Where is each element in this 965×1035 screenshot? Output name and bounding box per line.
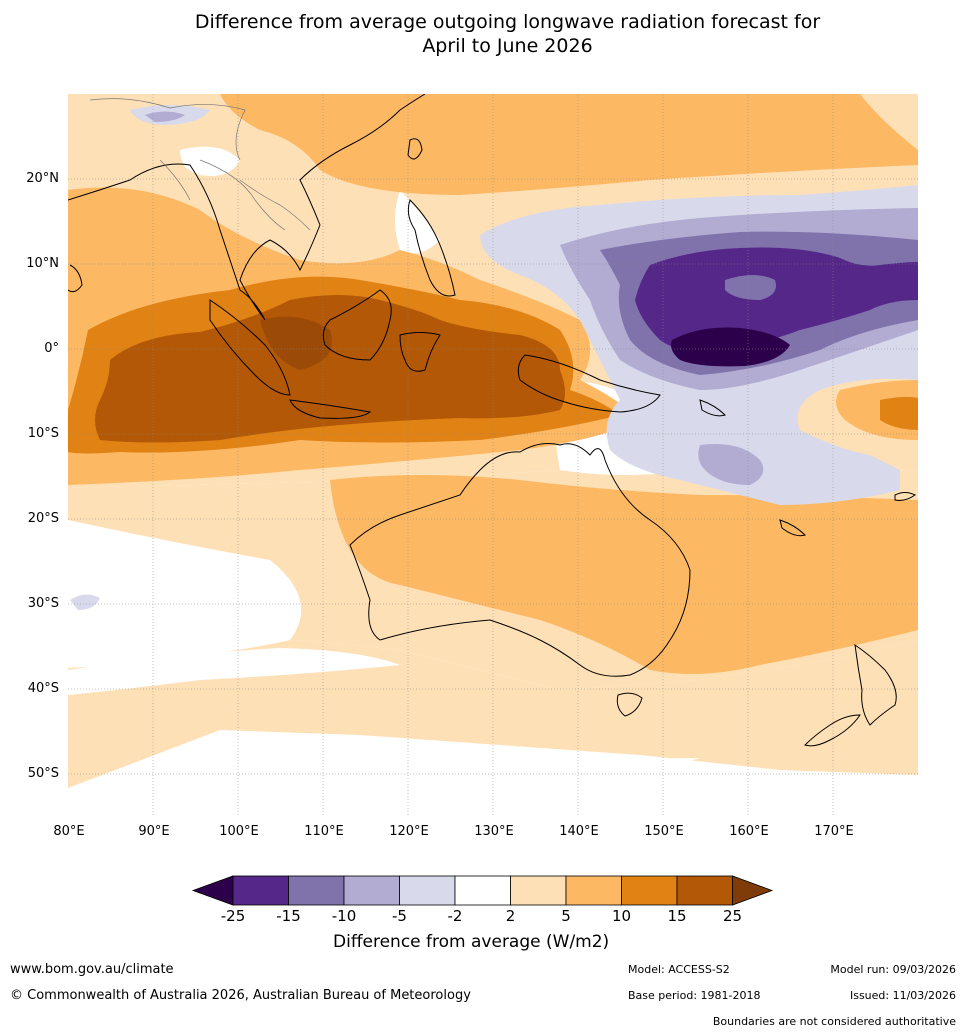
colorbar-segment-6 xyxy=(510,875,567,906)
anomaly-neutral-region xyxy=(68,146,700,800)
colorbar-tick: -15 xyxy=(276,907,301,925)
lon-label-80e: 80°E xyxy=(53,824,85,839)
java-coastline xyxy=(289,399,372,419)
sumatra-coastline xyxy=(209,299,291,396)
model-run-text: Model run: 09/03/2026 xyxy=(830,963,956,976)
sri-lanka-coastline xyxy=(68,264,83,293)
colorbar-segment-4 xyxy=(399,875,456,906)
anomaly-above-25-region xyxy=(260,316,332,370)
colorbar-segment-9 xyxy=(676,875,733,906)
colorbar-tick: -10 xyxy=(331,907,357,925)
colorbar-tick: 15 xyxy=(667,907,687,925)
colorbar-segment-2 xyxy=(288,875,345,906)
website-link[interactable]: www.bom.gov.au/climate xyxy=(10,962,174,977)
australia-coastline xyxy=(349,443,691,677)
chart-title-line-2: April to June 2026 xyxy=(422,35,593,57)
lat-label-20s: 20°S xyxy=(27,511,59,526)
tasmania-coastline xyxy=(616,692,643,717)
sulawesi-coastline xyxy=(399,332,441,372)
lat-label-10n: 10°N xyxy=(26,256,59,271)
lon-label-160e: 160°E xyxy=(729,824,769,839)
chart-title: Difference from average outgoing longwav… xyxy=(0,10,965,58)
colorbar-segment-1 xyxy=(232,875,289,906)
taiwan-coastline xyxy=(407,138,423,160)
lon-label-90e: 90°E xyxy=(138,824,170,839)
lon-label-130e: 130°E xyxy=(474,824,514,839)
lat-label-0: 0° xyxy=(44,341,59,356)
base-period-text: Base period: 1981-2018 xyxy=(628,989,761,1002)
colorbar xyxy=(191,875,774,906)
issued-text: Issued: 11/03/2026 xyxy=(849,989,956,1002)
colorbar-tick: -5 xyxy=(392,907,407,925)
lat-label-20n: 20°N xyxy=(26,171,59,186)
model-text: Model: ACCESS-S2 xyxy=(628,963,730,976)
anomaly-negative-region xyxy=(480,185,918,505)
colorbar-tick: 10 xyxy=(611,907,632,925)
map-gridlines xyxy=(68,94,918,816)
fiji-coastline xyxy=(894,492,916,501)
lat-label-30s: 30°S xyxy=(27,596,59,611)
colorbar-tick: 25 xyxy=(722,907,743,925)
anomaly-15-to-25-region xyxy=(95,295,565,443)
colorbar-tick: -25 xyxy=(220,907,246,925)
disclaimer-text: Boundaries are not considered authoritat… xyxy=(712,1015,956,1028)
chart-title-line-1: Difference from average outgoing longwav… xyxy=(194,11,821,33)
lon-label-170e: 170°E xyxy=(814,824,854,839)
lon-label-110e: 110°E xyxy=(304,824,344,839)
new-guinea-coastline xyxy=(517,354,661,413)
colorbar-below-arrow xyxy=(191,875,234,906)
colorbar-title: Difference from average (W/m2) xyxy=(333,932,610,952)
new-zealand-south-coastline xyxy=(804,714,861,747)
colorbar-tick: 5 xyxy=(561,907,571,925)
coastlines xyxy=(68,94,916,747)
copyright-text: © Commonwealth of Australia 2026, Austra… xyxy=(10,988,471,1003)
philippines-coastline xyxy=(407,199,456,297)
anomaly-minor-negative-patches xyxy=(70,105,210,610)
borneo-coastline xyxy=(322,289,392,361)
lon-label-120e: 120°E xyxy=(389,824,429,839)
colorbar-segment-7 xyxy=(565,875,622,906)
colorbar-segment-8 xyxy=(621,875,678,906)
lat-label-50s: 50°S xyxy=(27,766,59,781)
vanuatu-coastline xyxy=(779,519,806,537)
lon-label-150e: 150°E xyxy=(644,824,684,839)
asia-mainland-coastline xyxy=(68,94,426,321)
map-area xyxy=(68,94,918,816)
colorbar-above-arrow xyxy=(732,875,774,906)
country-boundaries xyxy=(89,98,311,231)
lon-label-100e: 100°E xyxy=(219,824,259,839)
colorbar-tick: 2 xyxy=(505,907,516,925)
lat-label-10s: 10°S xyxy=(27,426,59,441)
lon-label-140e: 140°E xyxy=(559,824,599,839)
solomon-islands-coastline xyxy=(699,399,726,417)
colorbar-segment-3 xyxy=(343,875,400,906)
new-zealand-north-coastline xyxy=(854,643,897,726)
colorbar-segment-5 xyxy=(454,875,511,906)
lat-label-40s: 40°S xyxy=(27,681,59,696)
colorbar-tick: -2 xyxy=(447,907,463,925)
